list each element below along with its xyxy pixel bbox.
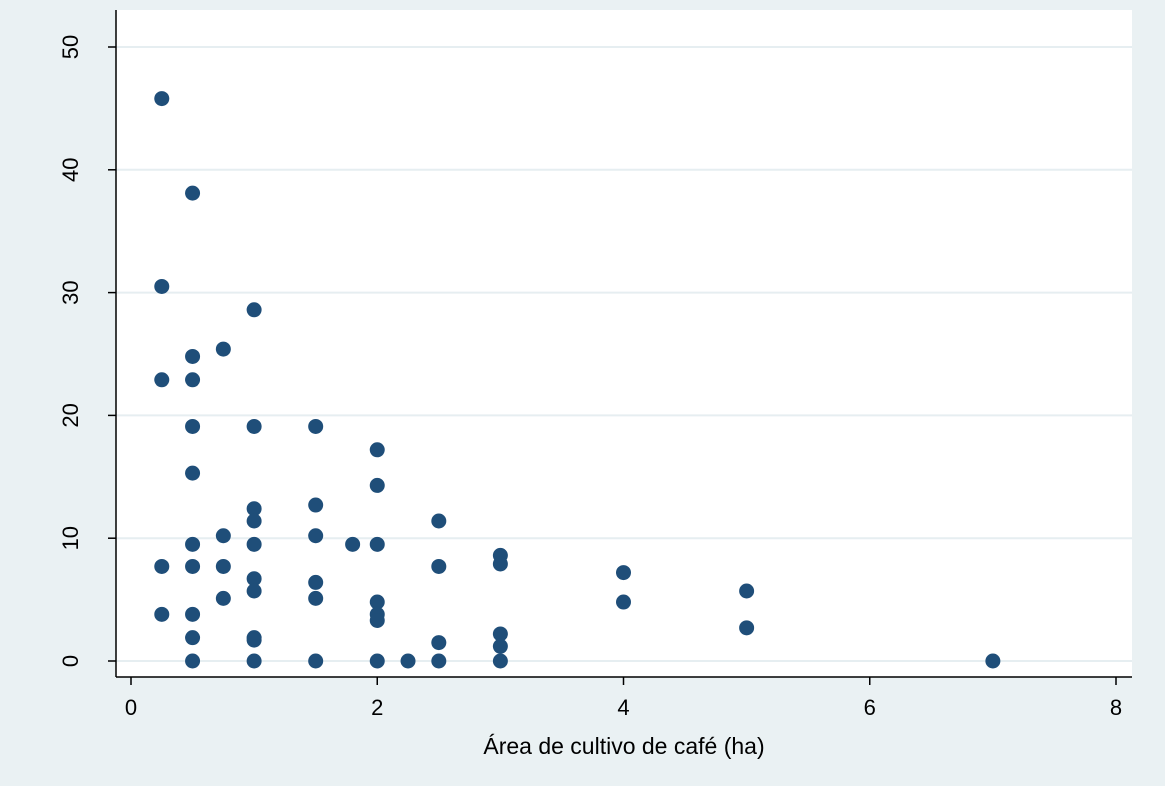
data-point-49 (492, 556, 508, 572)
y-axis-ticks: 0 10 20 30 40 50 (58, 35, 116, 667)
data-point-7 (185, 372, 201, 388)
data-point-35 (345, 536, 361, 552)
y-tick-label-40: 40 (58, 158, 83, 182)
data-point-54 (616, 594, 631, 610)
data-point-6 (185, 348, 201, 364)
data-point-0 (154, 91, 170, 107)
y-tick-label-20: 20 (58, 403, 83, 427)
data-point-19 (246, 302, 262, 318)
data-point-47 (431, 653, 447, 669)
data-point-9 (185, 465, 201, 481)
data-point-8 (185, 418, 201, 434)
data-point-46 (431, 635, 447, 651)
x-tick-label-0: 0 (125, 695, 137, 720)
data-point-1 (154, 278, 170, 294)
x-tick-label-8: 8 (1110, 695, 1122, 720)
data-point-11 (185, 558, 201, 574)
y-tick-label-50: 50 (58, 35, 83, 59)
data-point-31 (308, 528, 324, 544)
y-tick-label-0: 0 (58, 655, 83, 667)
data-point-34 (308, 653, 324, 669)
data-point-4 (154, 606, 170, 622)
data-point-17 (215, 558, 231, 574)
data-point-14 (185, 653, 201, 669)
x-tick-label-4: 4 (617, 695, 629, 720)
data-point-12 (185, 606, 201, 622)
data-point-16 (215, 528, 231, 544)
y-tick-label-10: 10 (58, 526, 83, 550)
x-axis-ticks: 0 2 4 6 8 (125, 677, 1122, 720)
data-point-43 (400, 653, 416, 669)
x-tick-label-6: 6 (864, 695, 876, 720)
data-point-15 (215, 341, 231, 357)
data-point-45 (431, 558, 447, 574)
data-point-38 (369, 536, 385, 552)
data-point-23 (246, 536, 262, 552)
data-point-41 (369, 612, 385, 628)
x-axis-title: Área de cultivo de café (ha) (483, 733, 764, 759)
data-point-25 (246, 583, 262, 599)
data-point-10 (185, 536, 201, 552)
data-point-18 (215, 590, 231, 606)
data-point-5 (185, 185, 201, 201)
data-point-33 (308, 590, 324, 606)
data-point-2 (154, 372, 170, 388)
data-point-42 (369, 653, 385, 669)
data-point-28 (246, 653, 262, 669)
data-point-53 (616, 565, 631, 581)
y-tick-label-30: 30 (58, 280, 83, 304)
data-point-3 (154, 558, 170, 574)
data-point-30 (308, 497, 324, 513)
data-point-13 (185, 630, 201, 646)
data-point-36 (369, 442, 385, 458)
data-point-44 (431, 513, 447, 529)
data-point-32 (308, 574, 324, 590)
x-tick-label-2: 2 (371, 695, 383, 720)
data-point-24 (246, 571, 262, 587)
data-point-22 (246, 513, 262, 529)
data-point-21 (246, 501, 262, 517)
data-point-37 (369, 477, 385, 493)
data-point-56 (739, 620, 755, 636)
data-point-52 (492, 653, 508, 669)
data-point-50 (492, 626, 508, 642)
data-point-29 (308, 418, 324, 434)
data-point-39 (369, 594, 385, 610)
data-points (154, 91, 1001, 669)
data-point-55 (739, 583, 755, 599)
data-point-20 (246, 418, 262, 434)
data-point-27 (246, 632, 262, 648)
data-point-57 (985, 653, 1001, 669)
gridlines (116, 46, 1132, 662)
data-point-51 (492, 638, 508, 654)
